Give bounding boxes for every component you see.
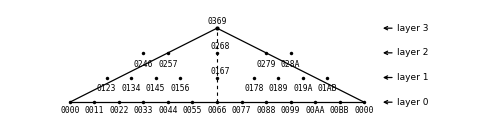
Text: layer 1: layer 1 <box>398 73 429 82</box>
Text: 00BB: 00BB <box>330 106 349 115</box>
Text: 00AA: 00AA <box>306 106 325 115</box>
Text: 0268: 0268 <box>210 42 230 51</box>
Text: 01AB: 01AB <box>318 84 337 93</box>
Text: 0246: 0246 <box>134 60 153 69</box>
Text: layer 0: layer 0 <box>398 98 429 107</box>
Text: 0066: 0066 <box>208 106 227 115</box>
Text: 028A: 028A <box>281 60 300 69</box>
Text: 0022: 0022 <box>109 106 128 115</box>
Text: layer 3: layer 3 <box>398 24 429 33</box>
Text: 0134: 0134 <box>122 84 141 93</box>
Text: 0011: 0011 <box>84 106 104 115</box>
Text: 0156: 0156 <box>170 84 190 93</box>
Text: 0189: 0189 <box>268 84 288 93</box>
Text: 0178: 0178 <box>244 84 264 93</box>
Text: 019A: 019A <box>293 84 312 93</box>
Text: 0088: 0088 <box>256 106 276 115</box>
Text: 0044: 0044 <box>158 106 178 115</box>
Text: 0077: 0077 <box>232 106 252 115</box>
Text: 0099: 0099 <box>281 106 300 115</box>
Text: 0055: 0055 <box>182 106 202 115</box>
Text: 0167: 0167 <box>210 67 230 76</box>
Text: 0033: 0033 <box>134 106 153 115</box>
Text: layer 2: layer 2 <box>398 48 428 57</box>
Text: 0145: 0145 <box>146 84 166 93</box>
Text: 0000: 0000 <box>354 106 374 115</box>
Text: 0000: 0000 <box>60 106 80 115</box>
Text: 0257: 0257 <box>158 60 178 69</box>
Text: 0279: 0279 <box>256 60 276 69</box>
Text: 0123: 0123 <box>97 84 116 93</box>
Text: 0369: 0369 <box>208 17 227 26</box>
